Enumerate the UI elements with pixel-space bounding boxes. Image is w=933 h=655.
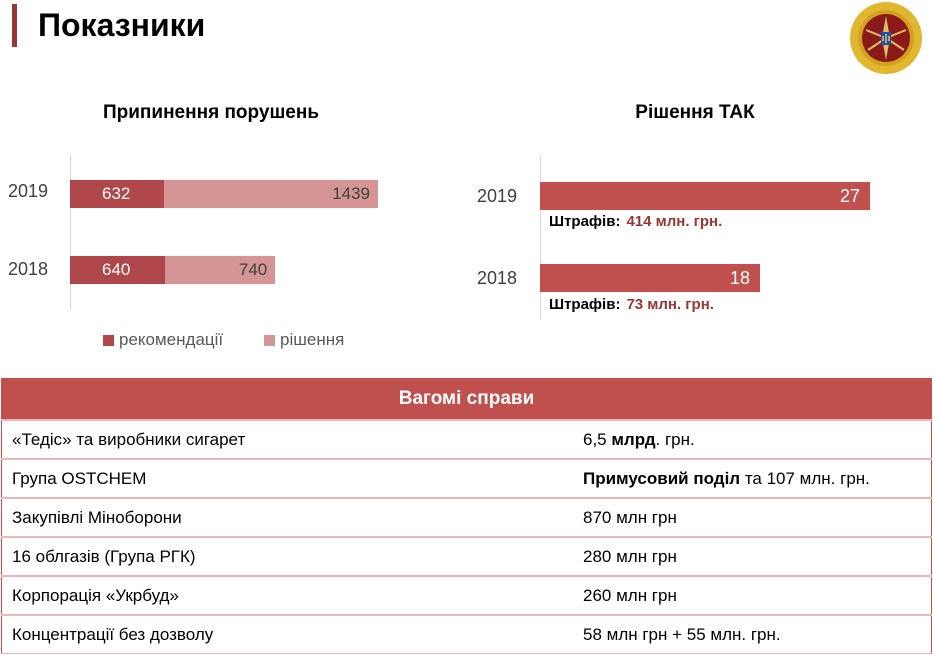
case-name: Закупівлі Міноборони bbox=[1, 497, 573, 538]
important-cases-table: Вагомі справи «Тедіс» та виробники сигар… bbox=[1, 378, 932, 654]
result-text: 870 млн грн bbox=[583, 507, 677, 527]
case-name: Концентрації без дозволу bbox=[1, 614, 573, 654]
title-accent-bar bbox=[12, 4, 17, 47]
y-axis bbox=[70, 155, 71, 310]
category-label: 2019 bbox=[8, 181, 49, 201]
bar-recommendations-2018: 640 bbox=[70, 256, 166, 284]
result-bold: млрд bbox=[611, 429, 656, 449]
table-row: 16 облгазів (Група РГК) 280 млн грн bbox=[1, 536, 932, 577]
result-text: 58 млн грн + 55 млн. грн. bbox=[583, 624, 781, 644]
legend-swatch-decisions bbox=[264, 335, 275, 346]
case-result: 6,5 млрд. грн. bbox=[573, 419, 932, 460]
case-result: Примусовий поділ та 107 млн. грн. bbox=[573, 458, 932, 499]
chart-title-violations: Припинення порушень bbox=[102, 102, 320, 123]
bar-tak-2018: 18 bbox=[540, 264, 760, 292]
case-name: «Тедіс» та виробники сигарет bbox=[1, 419, 573, 460]
bar-tak-2019: 27 bbox=[540, 182, 870, 210]
result-text: 6,5 bbox=[583, 429, 612, 449]
data-label: 27 bbox=[839, 186, 860, 206]
result-bold: Примусовий поділ bbox=[583, 468, 741, 488]
result-text: 260 млн грн bbox=[583, 585, 677, 605]
bar-decisions-2019: 1439 bbox=[164, 180, 379, 208]
legend-swatch-recommendations bbox=[103, 335, 114, 346]
table-row: Корпорація «Укрбуд» 260 млн грн bbox=[1, 575, 932, 616]
category-label: 2018 bbox=[8, 259, 49, 279]
category-label: 2018 bbox=[477, 268, 518, 288]
table-row: «Тедіс» та виробники сигарет 6,5 млрд. г… bbox=[1, 419, 932, 460]
data-label: 632 bbox=[102, 184, 131, 203]
chart-title-tak: Рішення ТАК bbox=[635, 102, 755, 123]
bar-decisions-2018: 740 bbox=[165, 256, 276, 284]
result-text: 280 млн грн bbox=[583, 546, 677, 566]
case-result: 280 млн грн bbox=[573, 536, 932, 577]
fine-annotation-2018: Штрафів: 73 млн. грн. bbox=[549, 296, 714, 313]
data-label: 1439 bbox=[332, 184, 371, 203]
case-name: Група OSTCHEM bbox=[1, 458, 573, 499]
fine-label: Штрафів: bbox=[549, 213, 621, 230]
table-row: Група OSTCHEM Примусовий поділ та 107 мл… bbox=[1, 458, 932, 499]
legend-label: рішення bbox=[280, 330, 345, 349]
table-title: Вагомі справи bbox=[1, 378, 932, 421]
table-row: Закупівлі Міноборони 870 млн грн bbox=[1, 497, 932, 538]
fine-value: 414 млн. грн. bbox=[626, 213, 723, 230]
case-name: 16 облгазів (Група РГК) bbox=[1, 536, 573, 577]
page-title: Показники bbox=[38, 7, 206, 43]
bar-recommendations-2019: 632 bbox=[70, 180, 164, 208]
data-label: 18 bbox=[729, 268, 750, 288]
case-result: 870 млн грн bbox=[573, 497, 932, 538]
case-result: 58 млн грн + 55 млн. грн. bbox=[573, 614, 932, 654]
category-label: 2019 bbox=[477, 186, 518, 206]
fine-value: 73 млн. грн. bbox=[626, 296, 714, 313]
table-row: Концентрації без дозволу 58 млн грн + 55… bbox=[1, 614, 932, 654]
data-label: 740 bbox=[238, 260, 268, 279]
case-name: Корпорація «Укрбуд» bbox=[1, 575, 573, 616]
case-result: 260 млн грн bbox=[573, 575, 932, 616]
emblem-logo bbox=[850, 2, 922, 74]
fine-label: Штрафів: bbox=[549, 296, 621, 313]
y-axis bbox=[540, 155, 541, 320]
result-suffix: . грн. bbox=[655, 429, 695, 449]
result-suffix: та 107 млн. грн. bbox=[740, 468, 870, 488]
data-label: 640 bbox=[102, 260, 131, 279]
legend-label: рекомендації bbox=[119, 330, 224, 349]
fine-annotation-2019: Штрафів: 414 млн. грн. bbox=[549, 213, 722, 230]
